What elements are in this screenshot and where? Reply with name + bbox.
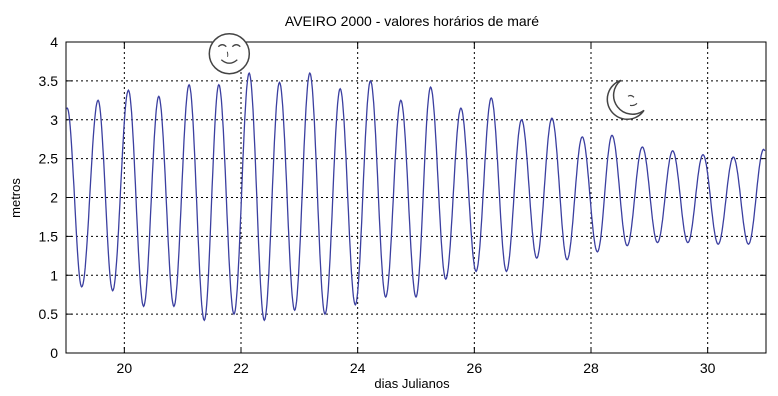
y-tick-label: 1 (50, 267, 58, 283)
y-tick-label: 3.5 (39, 73, 59, 89)
full-moon-icon (208, 32, 251, 75)
y-tick-label: 1.5 (39, 228, 59, 244)
y-tick-label: 2 (50, 190, 58, 206)
chart-title: AVEIRO 2000 - valores horários de maré (285, 13, 539, 29)
x-tick-label: 30 (700, 360, 716, 376)
axis-ticks (66, 41, 766, 354)
y-tick-label: 0.5 (39, 306, 59, 322)
x-tick-labels: 20 22 24 26 28 30 (117, 360, 716, 376)
y-axis-title: metros (8, 178, 23, 218)
x-tick-label: 20 (117, 360, 133, 376)
x-tick-label: 28 (583, 360, 599, 376)
x-tick-label: 24 (350, 360, 366, 376)
y-tick-label: 3 (50, 112, 58, 128)
x-axis-title: dias Julianos (374, 376, 450, 391)
y-tick-label: 2.5 (39, 151, 59, 167)
y-tick-label: 4 (50, 34, 58, 50)
y-tick-label: 0 (50, 345, 58, 361)
y-tick-labels: 0 0.5 1 1.5 2 2.5 3 3.5 4 (39, 34, 59, 361)
x-tick-label: 26 (467, 360, 483, 376)
crescent-moon-icon (606, 79, 645, 120)
series-line-tide (66, 71, 766, 322)
x-tick-label: 22 (233, 360, 249, 376)
